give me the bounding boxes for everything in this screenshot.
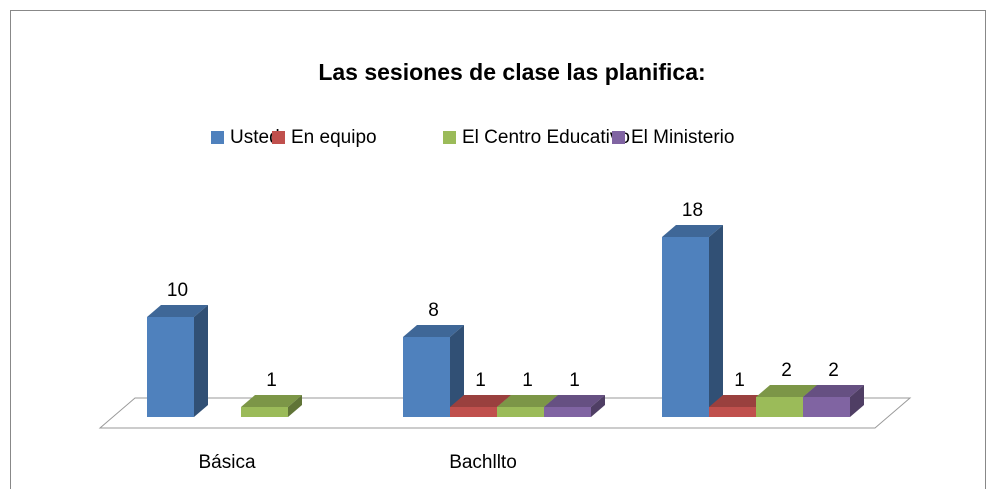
- bar-side: [450, 325, 464, 417]
- data-label: 18: [682, 200, 703, 221]
- bar-front: [147, 317, 194, 417]
- legend-label: El Ministerio: [631, 127, 734, 148]
- bar-top: [497, 395, 558, 407]
- legend-swatch: [272, 131, 285, 144]
- bar-front: [241, 407, 288, 417]
- data-label: 1: [266, 370, 277, 391]
- bar: [544, 395, 605, 417]
- x-tick-label: Bachllto: [449, 452, 517, 473]
- bar-side: [850, 385, 864, 417]
- data-label: 1: [475, 370, 486, 391]
- chart-title: Las sesiones de clase las planifica:: [318, 59, 705, 85]
- bar-top: [147, 305, 208, 317]
- legend-label: Usted: [230, 127, 280, 148]
- bar-side: [194, 305, 208, 417]
- bar-front: [803, 397, 850, 417]
- bar-top: [450, 395, 511, 407]
- bar-top: [756, 385, 817, 397]
- x-tick-label: Básica: [198, 452, 255, 473]
- legend-label: El Centro Educativo: [462, 127, 630, 148]
- bar-front: [709, 407, 756, 417]
- bar-top: [403, 325, 464, 337]
- bar-side: [288, 395, 302, 417]
- bar: [147, 305, 208, 417]
- data-label: 2: [828, 360, 839, 381]
- data-label: 1: [734, 370, 745, 391]
- bar: [403, 325, 464, 417]
- bar: [803, 385, 864, 417]
- data-label: 8: [428, 300, 439, 321]
- bar-top: [803, 385, 864, 397]
- bar-front: [403, 337, 450, 417]
- bar-top: [241, 395, 302, 407]
- data-label: 1: [569, 370, 580, 391]
- data-label: 1: [522, 370, 533, 391]
- data-label: 2: [781, 360, 792, 381]
- bar-top: [544, 395, 605, 407]
- data-label: 10: [167, 280, 188, 301]
- bar-front: [756, 397, 803, 417]
- bar: [662, 225, 723, 417]
- bar: [241, 395, 302, 417]
- legend-label: En equipo: [291, 127, 377, 148]
- bar-side: [709, 225, 723, 417]
- legend-swatch: [211, 131, 224, 144]
- bar-front: [450, 407, 497, 417]
- bar-front: [497, 407, 544, 417]
- legend-swatch: [612, 131, 625, 144]
- legend-swatch: [443, 131, 456, 144]
- bar-top: [662, 225, 723, 237]
- bar-top: [709, 395, 770, 407]
- bar-front: [544, 407, 591, 417]
- bar-front: [662, 237, 709, 417]
- bar-side: [591, 395, 605, 417]
